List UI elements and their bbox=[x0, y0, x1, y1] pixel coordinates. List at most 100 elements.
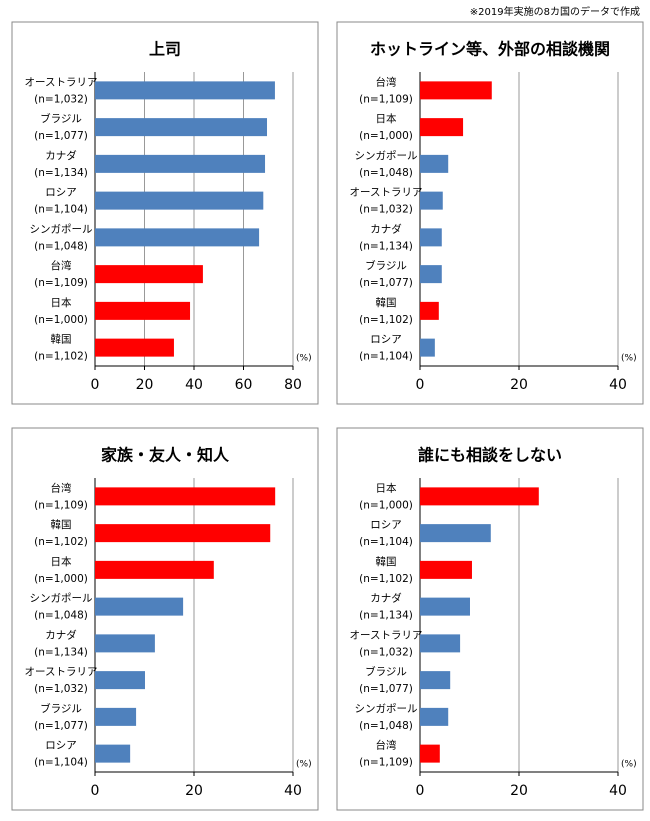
x-tick-label: 40 bbox=[609, 377, 627, 393]
category-label: カナダ bbox=[370, 222, 402, 235]
category-note: (n=1,134) bbox=[34, 646, 88, 658]
category-note: (n=1,032) bbox=[359, 646, 413, 658]
x-tick-label: 60 bbox=[235, 377, 253, 393]
category-note: (n=1,000) bbox=[34, 573, 88, 585]
bar bbox=[95, 301, 191, 320]
bar bbox=[420, 487, 539, 506]
bar bbox=[420, 228, 442, 247]
bar bbox=[420, 597, 470, 616]
category-note: (n=1,000) bbox=[34, 314, 88, 326]
category-note: (n=1,048) bbox=[359, 720, 413, 732]
category-note: (n=1,109) bbox=[34, 277, 88, 289]
category-note: (n=1,048) bbox=[34, 610, 88, 622]
x-tick-label: 20 bbox=[510, 377, 528, 393]
category-label: 韓国 bbox=[51, 519, 72, 531]
category-note: (n=1,032) bbox=[34, 683, 88, 695]
bar bbox=[95, 265, 203, 284]
category-note: (n=1,077) bbox=[34, 720, 88, 732]
category-label: ロシア bbox=[45, 740, 77, 752]
bar bbox=[95, 228, 260, 247]
bar bbox=[95, 118, 268, 137]
bar bbox=[95, 81, 275, 100]
category-note: (n=1,109) bbox=[34, 499, 88, 511]
category-label: 台湾 bbox=[376, 739, 397, 752]
chart-title: 上司 bbox=[149, 40, 181, 59]
category-label: シンガポール bbox=[355, 150, 418, 162]
x-tick-label: 40 bbox=[185, 377, 203, 393]
category-label: カナダ bbox=[45, 628, 77, 641]
bar bbox=[95, 524, 271, 543]
bar bbox=[95, 487, 276, 506]
category-label: 韓国 bbox=[376, 297, 397, 309]
category-note: (n=1,134) bbox=[34, 167, 88, 179]
category-note: (n=1,000) bbox=[359, 130, 413, 142]
category-label: オーストラリア bbox=[25, 666, 98, 678]
category-note: (n=1,104) bbox=[34, 757, 88, 769]
bar bbox=[95, 634, 155, 653]
bar bbox=[95, 671, 145, 690]
category-label: オーストラリア bbox=[350, 629, 423, 641]
category-label: ブラジル bbox=[40, 702, 82, 715]
bar bbox=[420, 671, 451, 690]
category-note: (n=1,134) bbox=[359, 240, 413, 252]
category-label: 日本 bbox=[376, 112, 397, 125]
x-tick-label: 80 bbox=[284, 377, 302, 393]
x-tick-label: 0 bbox=[91, 377, 100, 393]
chart-title: ホットライン等、外部の相談機関 bbox=[370, 40, 610, 59]
bar bbox=[420, 301, 439, 320]
x-tick-label: 20 bbox=[185, 783, 203, 799]
category-label: シンガポール bbox=[30, 223, 93, 235]
category-label: 日本 bbox=[51, 296, 72, 309]
x-tick-label: 0 bbox=[416, 377, 425, 393]
category-note: (n=1,077) bbox=[359, 683, 413, 695]
x-tick-label: 20 bbox=[136, 377, 154, 393]
category-note: (n=1,102) bbox=[34, 536, 88, 548]
category-label: ロシア bbox=[370, 334, 402, 346]
category-note: (n=1,109) bbox=[359, 93, 413, 105]
chart-title: 誰にも相談をしない bbox=[418, 446, 562, 465]
category-label: カナダ bbox=[45, 149, 77, 162]
category-label: ブラジル bbox=[365, 665, 407, 678]
bar bbox=[420, 560, 472, 579]
bar bbox=[95, 744, 131, 763]
category-note: (n=1,102) bbox=[359, 573, 413, 585]
bar bbox=[420, 524, 491, 543]
category-label: 韓国 bbox=[51, 334, 72, 346]
bar bbox=[420, 81, 492, 100]
chart-title: 家族・友人・知人 bbox=[101, 446, 230, 465]
category-label: 日本 bbox=[51, 555, 72, 568]
axis-unit: (%) bbox=[296, 354, 312, 364]
bar bbox=[420, 338, 435, 357]
category-label: 台湾 bbox=[51, 259, 72, 272]
category-note: (n=1,102) bbox=[34, 351, 88, 363]
bar bbox=[420, 154, 449, 173]
note: ※2019年実施の8カ国のデータで作成 bbox=[470, 5, 640, 18]
category-note: (n=1,134) bbox=[359, 610, 413, 622]
bar bbox=[420, 265, 442, 284]
category-note: (n=1,104) bbox=[34, 204, 88, 216]
category-label: シンガポール bbox=[355, 703, 418, 715]
bar bbox=[95, 338, 174, 357]
x-tick-label: 20 bbox=[510, 783, 528, 799]
bar bbox=[420, 118, 464, 137]
category-label: ロシア bbox=[370, 519, 402, 531]
category-note: (n=1,077) bbox=[359, 277, 413, 289]
x-tick-label: 0 bbox=[416, 783, 425, 799]
category-label: オーストラリア bbox=[350, 187, 423, 199]
category-note: (n=1,077) bbox=[34, 130, 88, 142]
axis-unit: (%) bbox=[621, 760, 637, 770]
bar bbox=[420, 634, 461, 653]
bar bbox=[420, 744, 440, 763]
category-note: (n=1,104) bbox=[359, 536, 413, 548]
category-note: (n=1,032) bbox=[359, 204, 413, 216]
category-note: (n=1,032) bbox=[34, 93, 88, 105]
bar bbox=[420, 707, 449, 726]
category-label: ブラジル bbox=[365, 259, 407, 272]
category-label: ロシア bbox=[45, 187, 77, 199]
category-label: カナダ bbox=[370, 592, 402, 605]
category-note: (n=1,048) bbox=[359, 167, 413, 179]
category-note: (n=1,102) bbox=[359, 314, 413, 326]
category-label: シンガポール bbox=[30, 593, 93, 605]
category-note: (n=1,104) bbox=[359, 351, 413, 363]
